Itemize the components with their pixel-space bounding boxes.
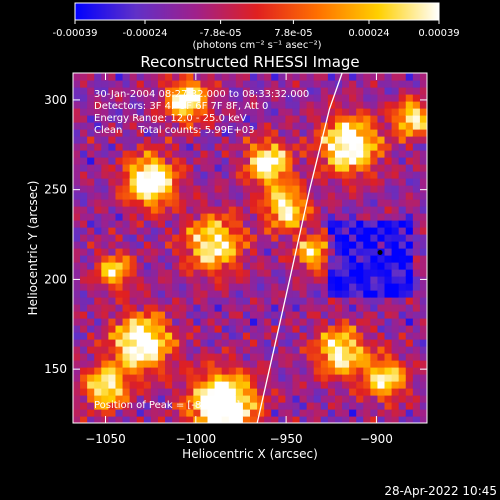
annotation-detectors: Detectors: 3F 4F 5F 6F 7F 8F, Att 0 <box>94 101 268 112</box>
x-tick-label: −1050 <box>85 432 126 446</box>
colorbar-tick-label: 0.00039 <box>418 28 459 39</box>
solar-limb-curve <box>256 73 343 423</box>
colorbar-tick-label: 0.00024 <box>348 28 389 39</box>
x-tick-label: −950 <box>270 432 303 446</box>
annotation-peak: Position of Peak = [-898,134] <box>94 400 240 411</box>
y-tick-label: 150 <box>44 362 67 376</box>
x-tick-label: −900 <box>360 432 393 446</box>
colorbar-tick-label: -7.8e-05 <box>200 28 242 39</box>
annotation-energy: Energy Range: 12.0 - 25.0 keV <box>94 113 247 124</box>
axis-ticks: −1050 −1000 −950 −900 150 200 250 300 <box>44 73 427 446</box>
annotation-method: Clean Total counts: 5.99E+03 <box>94 125 254 136</box>
colorbar-tick-label: -0.00024 <box>123 28 168 39</box>
footer-timestamp: 28-Apr-2022 10:45 <box>384 484 497 498</box>
y-tick-label: 200 <box>44 272 67 286</box>
x-axis-label: Heliocentric X (arcsec) <box>182 447 318 461</box>
colorbar <box>74 2 440 21</box>
y-tick-label: 250 <box>44 183 67 197</box>
colorbar-units: (photons cm⁻² s⁻¹ asec⁻²) <box>192 40 321 51</box>
y-tick-label: 300 <box>44 93 67 107</box>
x-tick-label: −1000 <box>176 432 217 446</box>
peak-marker <box>377 249 383 255</box>
plot-frame <box>72 72 428 424</box>
colorbar-ticks: -0.00039 -0.00024 -7.8e-05 7.8e-05 0.00024 0.… <box>53 20 460 39</box>
heatmap-pixels <box>73 73 427 423</box>
annotation-time: 30-Jan-2004 08:27:32.000 to 08:33:32.000 <box>94 89 309 100</box>
colorbar-tick-label: -0.00039 <box>53 28 98 39</box>
y-axis-label: Heliocentric Y (arcsec) <box>26 181 40 316</box>
chart-title: Reconstructed RHESSI Image <box>140 53 359 71</box>
colorbar-tick-label: 7.8e-05 <box>274 28 312 39</box>
